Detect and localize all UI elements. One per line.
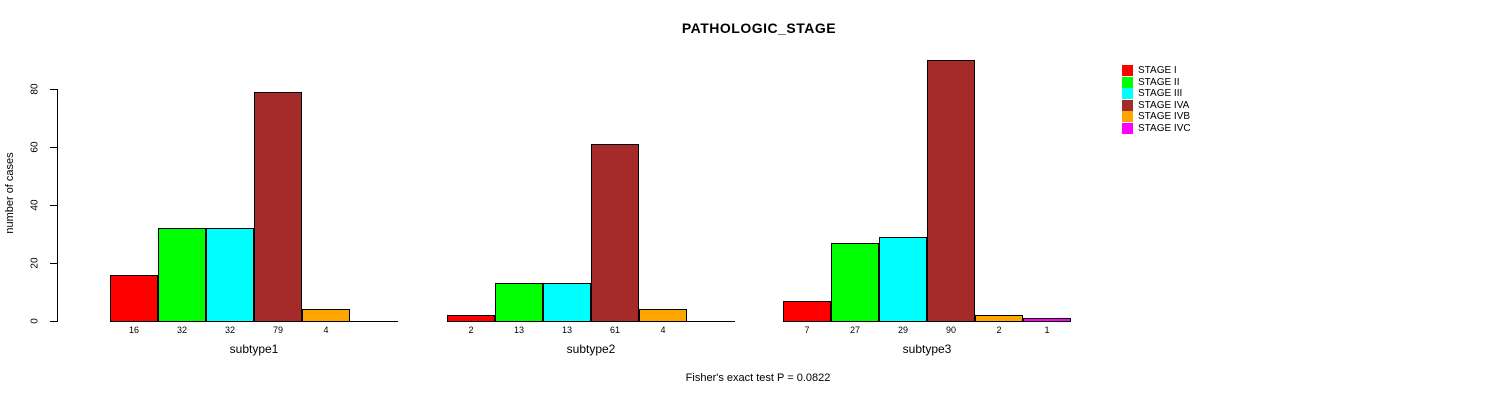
- chart-title: PATHOLOGIC_STAGE: [681, 20, 837, 36]
- bar-value-label: 27: [849, 325, 860, 335]
- y-tick-label: 40: [29, 199, 41, 211]
- bar-stage-iii: [879, 236, 927, 322]
- legend-swatch-stage-iva: [1122, 99, 1133, 111]
- legend-label: STAGE IVA: [1138, 99, 1190, 111]
- bar-stage-i: [783, 300, 831, 322]
- bar-stage-iii: [206, 228, 254, 322]
- y-tick-label: 80: [29, 83, 41, 95]
- bar-value-label: 4: [660, 325, 666, 335]
- legend-label: STAGE IVC: [1138, 123, 1191, 134]
- annotation-text: Fisher's exact test P = 0.0822: [685, 372, 831, 384]
- bar-value-label: 32: [224, 325, 235, 335]
- bar-value-label: 2: [468, 325, 474, 335]
- legend-swatch-stage-ii: [1122, 76, 1133, 88]
- bar-stage-ivb: [302, 309, 350, 322]
- y-tick-label: 60: [29, 141, 41, 153]
- y-axis-line: [57, 89, 58, 322]
- bar-stage-i: [110, 274, 158, 322]
- bar-value-label: 32: [176, 325, 187, 335]
- y-tick-mark: [50, 262, 57, 264]
- bar-stage-iva: [254, 91, 302, 322]
- y-tick-mark: [50, 204, 57, 206]
- legend-swatch-stage-ivc: [1122, 123, 1133, 134]
- group-label-subtype2: subtype2: [566, 342, 616, 356]
- legend-swatch-stage-i: [1122, 65, 1133, 76]
- bar-stage-i: [447, 315, 495, 322]
- bar-value-label: 61: [609, 325, 620, 335]
- bar-stage-ivc: [1023, 318, 1071, 322]
- legend-label: STAGE II: [1138, 76, 1180, 88]
- group-label-subtype1: subtype1: [229, 342, 279, 356]
- bar-value-label: 13: [513, 325, 524, 335]
- y-tick-label: 20: [29, 257, 41, 269]
- y-tick-label: 0: [29, 318, 41, 324]
- bar-value-label: 13: [561, 325, 572, 335]
- bar-stage-ii: [495, 283, 543, 322]
- legend-label: STAGE III: [1138, 88, 1183, 100]
- bar-stage-ii: [831, 242, 879, 322]
- legend-label: STAGE IVB: [1138, 111, 1191, 123]
- bar-stage-iva: [591, 144, 639, 322]
- group-label-subtype3: subtype3: [902, 342, 952, 356]
- bar-stage-ii: [158, 228, 206, 322]
- y-tick-mark: [50, 88, 57, 90]
- bar-value-label: 79: [272, 325, 283, 335]
- bar-value-label: 29: [897, 325, 908, 335]
- bar-stage-ivb: [975, 315, 1023, 322]
- bar-value-label: 90: [945, 325, 956, 335]
- y-tick-mark: [50, 320, 57, 322]
- bar-stage-iva: [927, 60, 975, 322]
- bar-value-label: 2: [996, 325, 1002, 335]
- legend-swatch-stage-iii: [1122, 88, 1133, 100]
- bar-stage-ivb: [639, 309, 687, 322]
- legend-label: STAGE I: [1138, 65, 1177, 76]
- y-axis-label: number of cases: [4, 152, 16, 234]
- bar-value-label: 1: [1044, 325, 1050, 335]
- bar-value-label: 16: [128, 325, 139, 335]
- bar-value-label: 7: [804, 325, 810, 335]
- bar-value-label: 4: [323, 325, 329, 335]
- legend-swatch-stage-ivb: [1122, 111, 1133, 123]
- bar-stage-iii: [543, 283, 591, 322]
- y-tick-mark: [50, 146, 57, 148]
